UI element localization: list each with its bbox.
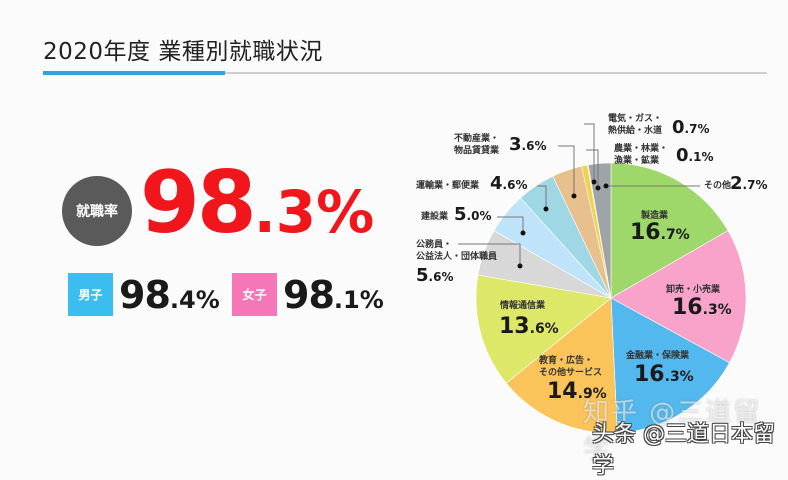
female-rate-int: 98 xyxy=(283,273,335,317)
value-manufacturing: 16.7% xyxy=(630,220,690,245)
value-wholesale-retail: 16.3% xyxy=(672,295,732,320)
female-rate-dec: .1% xyxy=(333,286,384,314)
male-rate-int: 98 xyxy=(119,273,171,317)
female-badge: 女子 xyxy=(232,273,277,316)
value-construction: 5.0% xyxy=(454,204,492,225)
industry-pie-chart xyxy=(458,123,747,434)
page-title: 2020年度 業種別就職状況 xyxy=(43,39,323,65)
watermark-toutiao: 头条 @三道日本留学 xyxy=(592,422,775,479)
value-other: 2.7% xyxy=(730,173,768,194)
male-badge: 男子 xyxy=(68,273,113,316)
male-rate-dec: .4% xyxy=(169,286,220,314)
pie-slice xyxy=(475,274,612,384)
value-it-communications: 13.6% xyxy=(499,314,559,339)
value-real-estate-rental: 3.6% xyxy=(509,134,547,155)
value-finance-insurance: 16.3% xyxy=(634,362,694,387)
value-transport-postal: 4.6% xyxy=(490,173,528,194)
overall-rate-dec: .3% xyxy=(253,178,375,246)
label-manufacturing: 製造業 xyxy=(641,211,669,221)
value-public-service: 5.6% xyxy=(416,265,454,286)
value-agriculture-mining: 0.1% xyxy=(676,145,714,166)
label-real-estate-rental: 不動産業・ 物品賃貸業 xyxy=(454,134,500,157)
title-underline xyxy=(43,72,767,74)
label-public-service: 公務員・ 公益法人・団体職員 xyxy=(416,240,498,263)
label-agriculture-mining: 農業・林業・ 漁業・鉱業 xyxy=(614,144,669,167)
label-it-communications: 情報通信業 xyxy=(500,301,546,311)
pie-slice xyxy=(610,297,730,434)
pie-slice xyxy=(610,230,747,364)
label-education-services: 教育・広告・ その他サービス xyxy=(539,356,603,379)
overall-rate-int: 98 xyxy=(140,153,257,253)
leader-lines xyxy=(458,123,700,266)
overall-employment-rate: 98.3% xyxy=(140,160,374,246)
leader-dots xyxy=(517,179,609,269)
male-employment-rate: 98.4% xyxy=(119,276,220,314)
employment-rate-badge: 就職率 xyxy=(62,176,132,246)
label-wholesale-retail: 卸売・小売業 xyxy=(666,285,721,295)
title-underline-accent xyxy=(43,71,225,75)
label-transport-postal: 運輸業・郵便業 xyxy=(416,181,480,191)
pie-slice xyxy=(610,162,729,299)
label-utilities: 電気・ガス・ 熱供給・水道 xyxy=(608,114,663,137)
value-utilities: 0.7% xyxy=(672,117,710,138)
value-education-services: 14.9% xyxy=(547,379,607,404)
label-finance-insurance: 金融業・保険業 xyxy=(626,351,690,361)
female-employment-rate: 98.1% xyxy=(283,276,384,314)
label-construction: 建設業 xyxy=(421,212,449,222)
pie-slice xyxy=(587,162,612,299)
label-other: その他 xyxy=(704,181,732,191)
pie-slice xyxy=(505,297,618,434)
